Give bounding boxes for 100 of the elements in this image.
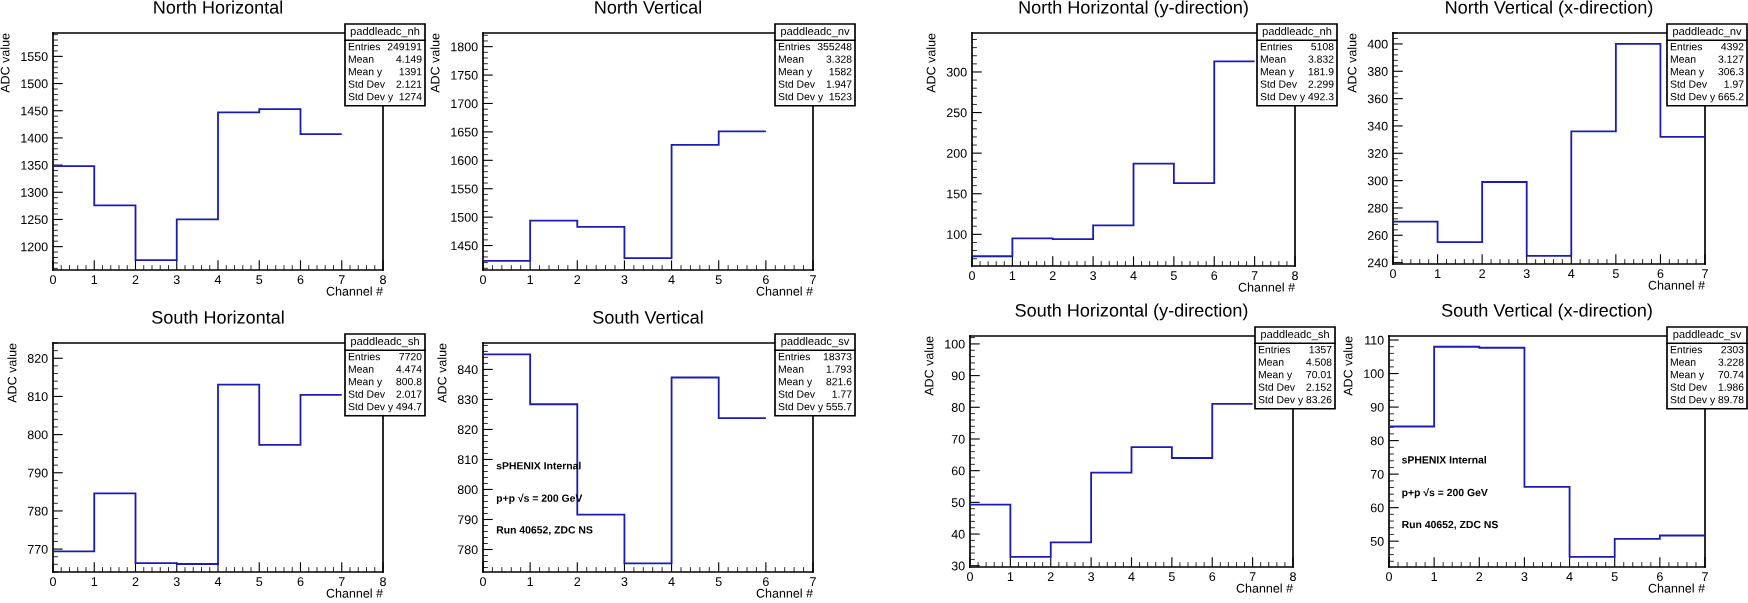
x-tick-label: 0 [50, 577, 56, 587]
annotation: Std Dev [348, 390, 386, 398]
y-tick-label: 260 [1367, 231, 1388, 240]
text: 83.26 [1306, 395, 1332, 404]
y-tick-label: 780 [457, 545, 478, 555]
y-axis-title: ADC value [1347, 33, 1357, 93]
x-tick-label: 4 [1568, 269, 1575, 278]
x-tick-label: 2 [132, 577, 139, 586]
x-tick-label: 8 [380, 275, 386, 285]
y-tick-label: 300 [946, 67, 967, 77]
annotation: p+p √s = 200 GeV [1402, 487, 1488, 499]
y-tick-label: 1700 [451, 99, 478, 109]
text: 1391 [399, 67, 422, 76]
y-axis-title: ADC value [437, 343, 447, 403]
x-tick-label: 7 [810, 275, 816, 284]
y-axis-title: ADC value [924, 336, 934, 396]
x-tick-label: 6 [763, 577, 769, 587]
x-axis-title: Channel # [326, 588, 383, 598]
annotation: paddleadc_nh [1262, 26, 1332, 38]
annotation: Std Dev [778, 80, 816, 88]
text: 800.8 [396, 377, 422, 386]
annotation: Mean [1670, 55, 1696, 63]
annotation: Mean [1260, 55, 1286, 63]
y-axis-title: ADC value [7, 343, 17, 403]
y-tick-label: 30 [951, 561, 965, 571]
text: 1.793 [826, 365, 852, 373]
y-tick-label: 200 [946, 148, 967, 158]
chart-title: South Horizontal (y-direction) [1015, 303, 1248, 321]
x-tick-label: 2 [1476, 572, 1483, 581]
y-tick-label: 320 [1367, 149, 1388, 158]
annotation: paddleadc_nh [350, 26, 420, 38]
x-tick-label: 8 [380, 577, 386, 587]
x-tick-label: 3 [1090, 271, 1097, 281]
y-tick-label: 340 [1367, 121, 1388, 131]
x-tick-label: 5 [1170, 271, 1177, 281]
annotation: paddleadc_sv [1673, 329, 1742, 341]
y-tick-label: 90 [951, 371, 965, 381]
text: 70.74 [1718, 370, 1744, 379]
text: 70.01 [1306, 370, 1332, 379]
y-tick-label: 840 [457, 365, 478, 375]
text: 2.152 [1306, 383, 1332, 391]
x-tick-label: 2 [574, 275, 581, 284]
x-tick-label: 0 [967, 572, 973, 582]
y-tick-label: 1450 [451, 241, 478, 251]
annotation: Mean [348, 365, 374, 373]
text: 18373 [823, 352, 852, 361]
text: 821.6 [826, 377, 852, 386]
annotation: Entries [778, 352, 811, 361]
y-axis-title: ADC value [0, 33, 10, 93]
annotation: Std Dev [778, 390, 816, 398]
y-tick-label: 70 [951, 434, 965, 444]
y-tick-label: 40 [951, 529, 965, 539]
text: 306.3 [1718, 67, 1744, 76]
y-tick-label: 150 [947, 189, 967, 199]
x-tick-label: 6 [763, 275, 769, 285]
annotation: Mean y [778, 378, 813, 388]
x-tick-label: 5 [715, 577, 722, 587]
text: 4.508 [1306, 358, 1332, 366]
annotation: Mean [1670, 358, 1696, 366]
x-tick-label: 0 [50, 275, 56, 285]
y-tick-label: 800 [27, 430, 48, 440]
x-tick-label: 3 [173, 275, 180, 285]
text: 1274 [399, 92, 422, 101]
y-axis-title: ADC value [926, 33, 936, 93]
x-tick-label: 1 [1007, 572, 1014, 581]
x-tick-label: 4 [214, 275, 222, 284]
annotation: paddleadc_nv [1673, 26, 1742, 38]
y-tick-label: 810 [457, 455, 478, 465]
y-tick-label: 90 [1370, 402, 1384, 412]
x-axis-title: Channel # [326, 286, 383, 296]
x-tick-label: 5 [715, 275, 722, 285]
x-tick-label: 5 [1611, 572, 1618, 582]
annotation: paddleadc_sh [1261, 329, 1329, 341]
x-tick-label: 7 [810, 577, 816, 586]
x-tick-label: 3 [621, 275, 628, 285]
x-tick-label: 2 [1479, 269, 1485, 278]
annotation: Std Dev [1260, 80, 1298, 88]
x-tick-label: 6 [297, 577, 304, 587]
annotation: Mean y [1260, 68, 1295, 78]
y-tick-label: 830 [457, 395, 478, 405]
text: 1.947 [826, 80, 852, 88]
y-tick-label: 820 [27, 354, 48, 363]
x-tick-label: 2 [1047, 572, 1054, 581]
y-tick-label: 820 [457, 425, 478, 435]
y-tick-label: 1550 [451, 184, 478, 194]
y-tick-label: 1800 [451, 42, 478, 52]
annotation: paddleadc_nv [781, 26, 850, 38]
x-axis-title: Channel # [756, 588, 813, 598]
x-tick-label: 3 [621, 577, 628, 587]
annotation: Std Dev y [778, 92, 824, 103]
x-tick-label: 4 [668, 577, 675, 586]
x-tick-label: 1 [1009, 271, 1016, 280]
x-tick-label: 2 [132, 275, 139, 284]
x-tick-label: 1 [1431, 572, 1438, 581]
x-tick-label: 3 [173, 577, 180, 587]
y-tick-label: 1450 [21, 106, 48, 116]
x-tick-label: 7 [1251, 271, 1258, 280]
x-tick-label: 1 [527, 577, 534, 586]
annotation: Entries [1670, 42, 1703, 51]
text: 4.474 [396, 365, 422, 373]
